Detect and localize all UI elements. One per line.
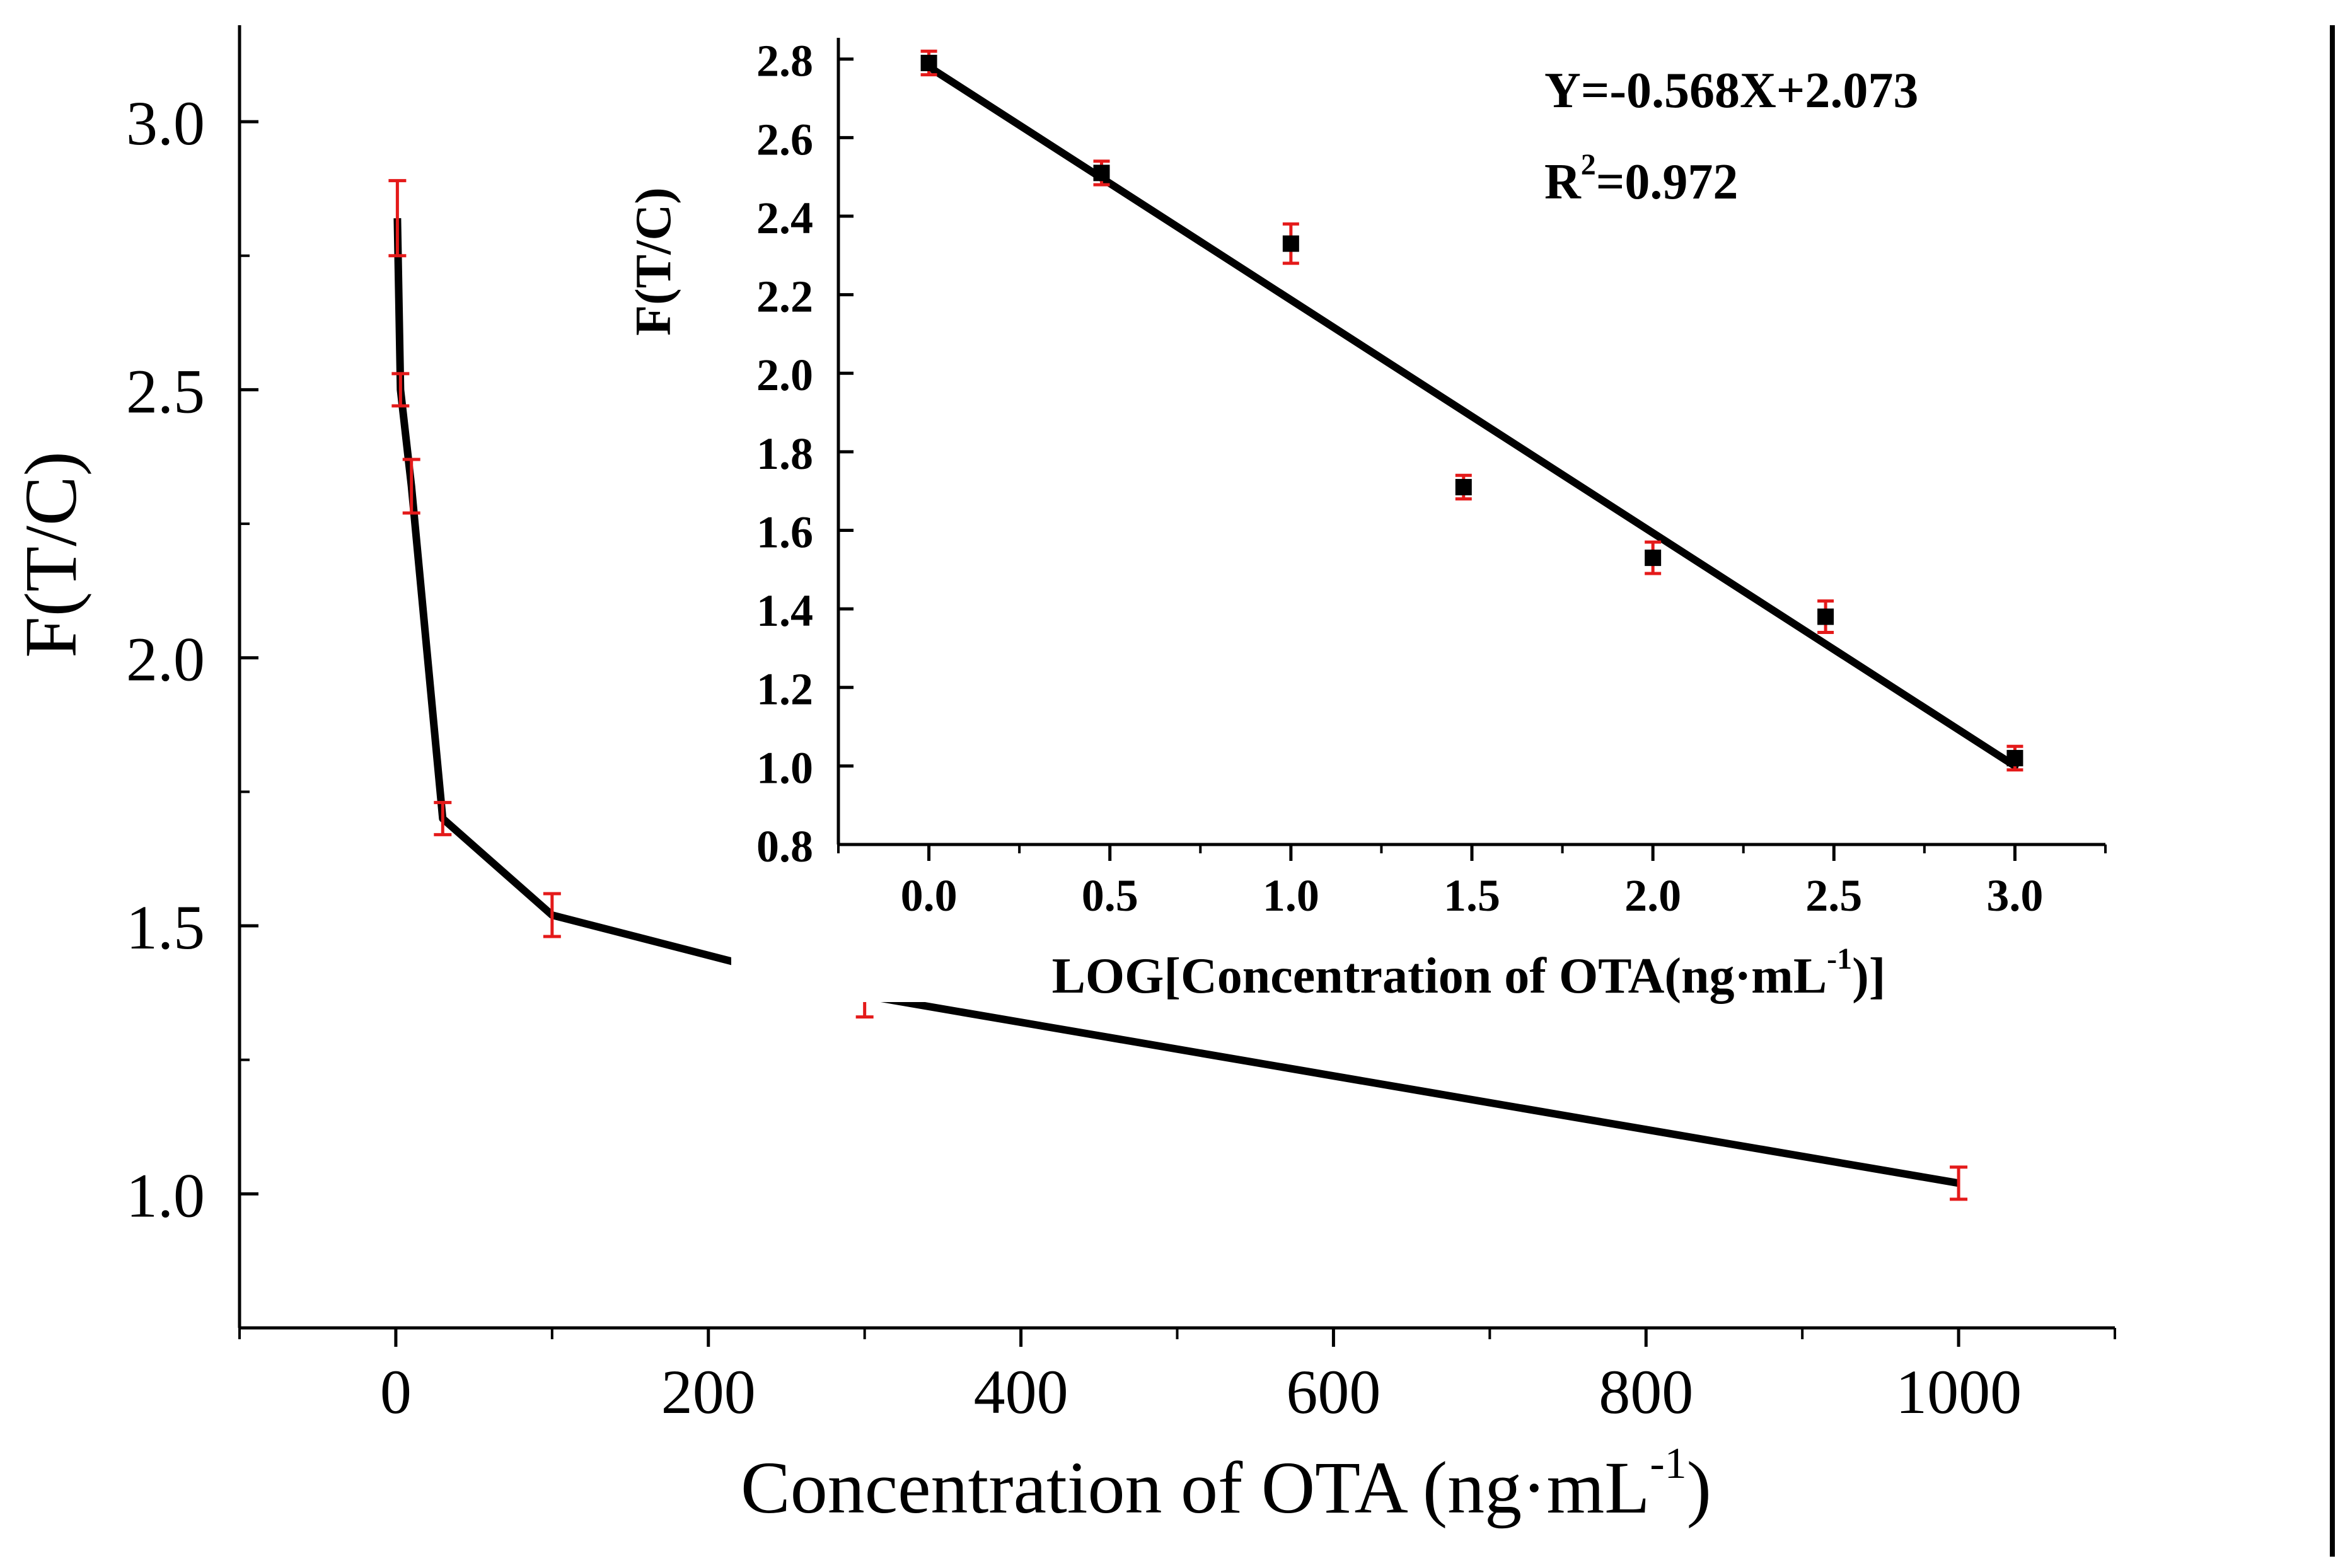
inset-series — [920, 49, 2023, 772]
main-error-bar — [391, 372, 410, 408]
inset-marker — [1455, 478, 1472, 495]
inset-y-tick-label: 1.2 — [756, 664, 813, 715]
inset-y-tick-label: 2.6 — [756, 114, 813, 164]
inset-data-point — [920, 49, 937, 77]
inset-marker — [1817, 608, 1834, 625]
main-x-axis-label-end: ) — [1687, 1446, 1711, 1529]
inset-y-tick-label: 1.4 — [756, 585, 813, 636]
inset-x-axis-label-text: LOG[Concentration of OTA(ng·mL — [1052, 948, 1827, 1004]
inset-r-squared-prefix: R — [1544, 154, 1582, 210]
inset-y-axis-label: F(T/C) — [626, 187, 681, 336]
inset-x-axis-label: LOG[Concentration of OTA(ng·mL-1)] — [1052, 942, 1886, 1004]
main-x-tick-label: 200 — [661, 1357, 756, 1427]
main-y-ticks: 1.0 1.5 2.0 2.5 3.0 — [126, 88, 258, 1329]
inset-r-squared-sup: 2 — [1581, 148, 1596, 182]
inset-marker — [1093, 164, 1110, 182]
main-error-bar — [402, 458, 420, 515]
main-error-bar — [1950, 1165, 1968, 1201]
inset-data-point — [1282, 222, 1299, 265]
inset-y-tick-label: 1.8 — [756, 429, 813, 479]
inset-y-tick-label: 2.2 — [756, 272, 813, 322]
main-y-tick-label: 1.5 — [126, 892, 205, 962]
inset-y-tick-label: 2.8 — [756, 36, 813, 86]
inset-data-point — [2006, 744, 2023, 772]
main-x-axis-label-sup: -1 — [1650, 1439, 1686, 1488]
main-x-tick-label: 600 — [1286, 1357, 1380, 1427]
inset-data-point — [1455, 473, 1472, 501]
main-y-tick-label: 2.0 — [126, 625, 205, 695]
inset-marker — [920, 54, 937, 71]
main-x-tick-label: 1000 — [1896, 1357, 2022, 1427]
main-error-bar — [434, 800, 452, 836]
inset-y-tick-label: 1.0 — [756, 742, 813, 793]
inset-data-point — [1093, 159, 1110, 187]
main-x-axis-label-text: Concentration of OTA (ng·mL — [741, 1446, 1650, 1529]
main-x-axis-label: Concentration of OTA (ng·mL-1) — [741, 1439, 1711, 1529]
inset-equation: Y=-0.568X+2.073 — [1544, 63, 1918, 118]
inset-x-tick-label: 3.0 — [1986, 870, 2043, 921]
inset-x-tick-label: 0.5 — [1082, 870, 1138, 921]
inset-x-axis-label-sup: -1 — [1827, 942, 1852, 976]
main-y-tick-label: 3.0 — [126, 88, 205, 158]
inset-x-tick-label: 0.0 — [901, 870, 958, 921]
inset-marker — [1645, 550, 1662, 567]
main-y-tick-label: 2.5 — [126, 356, 205, 426]
inset-marker — [2006, 749, 2023, 766]
inset-r-squared: R2=0.972 — [1544, 148, 1738, 210]
inset-y-tick-label: 2.0 — [756, 350, 813, 400]
inset-x-axis-label-end: )] — [1852, 948, 1885, 1004]
inset-x-tick-label: 1.0 — [1263, 870, 1319, 921]
inset-x-ticks: 0.0 0.5 1.0 1.5 2.0 2.5 3.0 — [837, 845, 2107, 921]
inset-y-tick-label: 2.4 — [756, 193, 813, 243]
inset-r-squared-value: =0.972 — [1596, 154, 1739, 210]
main-x-ticks: 0 200 400 600 800 1000 — [238, 1328, 2116, 1427]
inset-chart: 0.8 1.0 1.2 1.4 1.6 1.8 2.0 2.2 2.4 2.6 2.8 0.0 0.5… — [626, 19, 2112, 1004]
inset-fit-line — [925, 63, 2019, 770]
inset-data-point — [1817, 599, 1834, 634]
inset-data-point — [1645, 540, 1662, 575]
inset-y-ticks: 0.8 1.0 1.2 1.4 1.6 1.8 2.0 2.2 2.4 2.6 2.8 — [756, 36, 854, 872]
inset-y-tick-label: 1.6 — [756, 507, 813, 557]
main-y-axis-label: F(T/C) — [9, 451, 92, 658]
main-x-tick-label: 800 — [1599, 1357, 1693, 1427]
inset-marker — [1282, 235, 1299, 252]
inset-x-tick-label: 1.5 — [1444, 870, 1500, 921]
inset-fit-line-group — [925, 63, 2019, 770]
main-y-tick-label: 1.0 — [126, 1160, 205, 1230]
inset-y-tick-label: 0.8 — [756, 821, 813, 872]
inset-background — [731, 19, 2112, 1002]
main-error-bar — [543, 892, 561, 938]
main-x-tick-label: 400 — [974, 1357, 1068, 1427]
inset-x-tick-label: 2.5 — [1805, 870, 1862, 921]
inset-x-tick-label: 2.0 — [1624, 870, 1681, 921]
main-x-tick-label: 0 — [380, 1357, 412, 1427]
main-error-bar — [388, 179, 407, 258]
